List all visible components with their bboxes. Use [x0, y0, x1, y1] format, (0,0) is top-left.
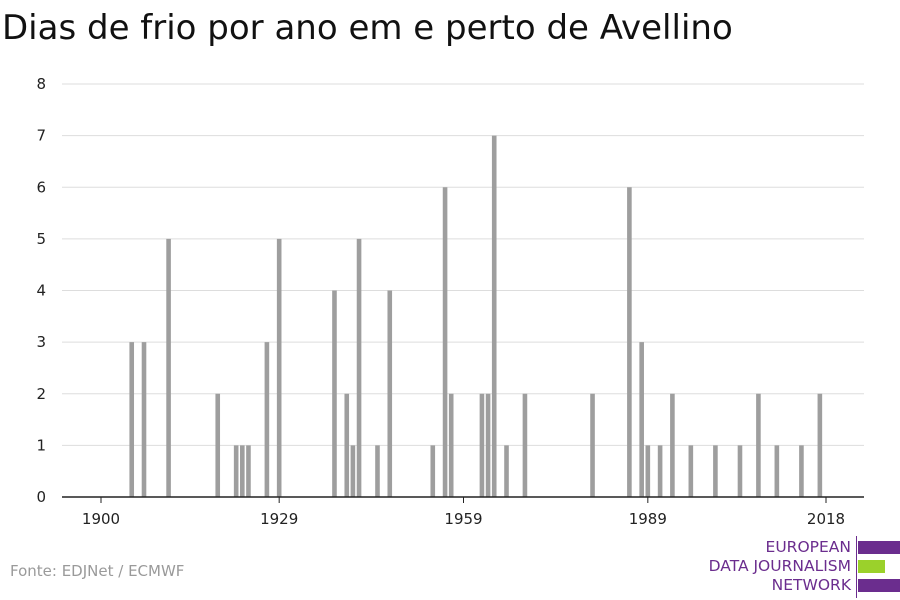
logo-line-2: DATA JOURNALISM: [708, 557, 851, 575]
y-tick-label: 8: [36, 75, 46, 93]
bar: [670, 393, 675, 497]
bar: [657, 445, 663, 497]
bar: [627, 187, 632, 497]
bar: [375, 445, 380, 497]
x-tick-label: 1929: [260, 510, 298, 528]
logo-line-3: NETWORK: [771, 576, 851, 594]
bar: [645, 445, 651, 497]
bar: [356, 238, 362, 497]
bar: [485, 393, 491, 497]
bar: [166, 238, 171, 497]
logo-divider: [856, 536, 857, 598]
bar: [756, 393, 761, 497]
bar: [688, 445, 694, 497]
source-note: Fonte: EDJNet / ECMWF: [10, 562, 185, 580]
y-tick-label: 3: [36, 333, 46, 351]
x-tick-label: 1989: [629, 510, 667, 528]
bar: [332, 290, 337, 497]
chart-title: Dias de frio por ano em e perto de Avell…: [2, 8, 733, 48]
bar: [233, 445, 239, 497]
bar: [491, 135, 497, 497]
bar: [264, 342, 270, 497]
edjnet-logo: EUROPEAN DATA JOURNALISM NETWORK: [700, 536, 900, 600]
bar: [799, 445, 804, 497]
y-tick-label: 6: [36, 178, 46, 196]
bar: [246, 445, 251, 497]
x-tick-label: 1900: [82, 510, 120, 528]
bars: [129, 135, 823, 497]
y-tick-label: 5: [36, 230, 46, 248]
x-tick-label: 2018: [807, 510, 845, 528]
bar: [713, 445, 718, 497]
bar: [522, 393, 528, 497]
bar: [639, 342, 644, 497]
logo-bar-bottom: [858, 579, 900, 592]
bar: [430, 445, 436, 497]
bar: [350, 445, 356, 497]
bar: [215, 393, 221, 497]
logo-line-1: EUROPEAN: [765, 538, 851, 556]
bar: [479, 393, 485, 497]
y-tick-label: 0: [36, 488, 46, 506]
y-tick-label: 1: [36, 436, 46, 454]
bar: [240, 445, 245, 497]
logo-bar-top: [858, 541, 900, 554]
bar: [276, 238, 282, 497]
y-tick-label: 4: [36, 282, 46, 300]
x-tick-label: 1959: [444, 510, 482, 528]
bar: [448, 393, 454, 497]
bar: [817, 393, 823, 497]
bar: [129, 342, 135, 497]
bar: [504, 445, 509, 497]
axes: 0 1 2 3 4 5 6 7 8 1900 1929 1959 1989 2018: [36, 75, 864, 528]
logo-bar-middle: [858, 560, 885, 573]
y-tick-label: 7: [36, 127, 46, 145]
bar: [774, 445, 780, 497]
y-tick-label: 2: [36, 385, 46, 403]
bar: [344, 393, 350, 497]
gridlines: [62, 83, 864, 446]
bar: [442, 187, 448, 497]
bar: [387, 290, 393, 497]
bar: [737, 445, 743, 497]
bar: [590, 393, 595, 497]
bar: [141, 342, 147, 497]
